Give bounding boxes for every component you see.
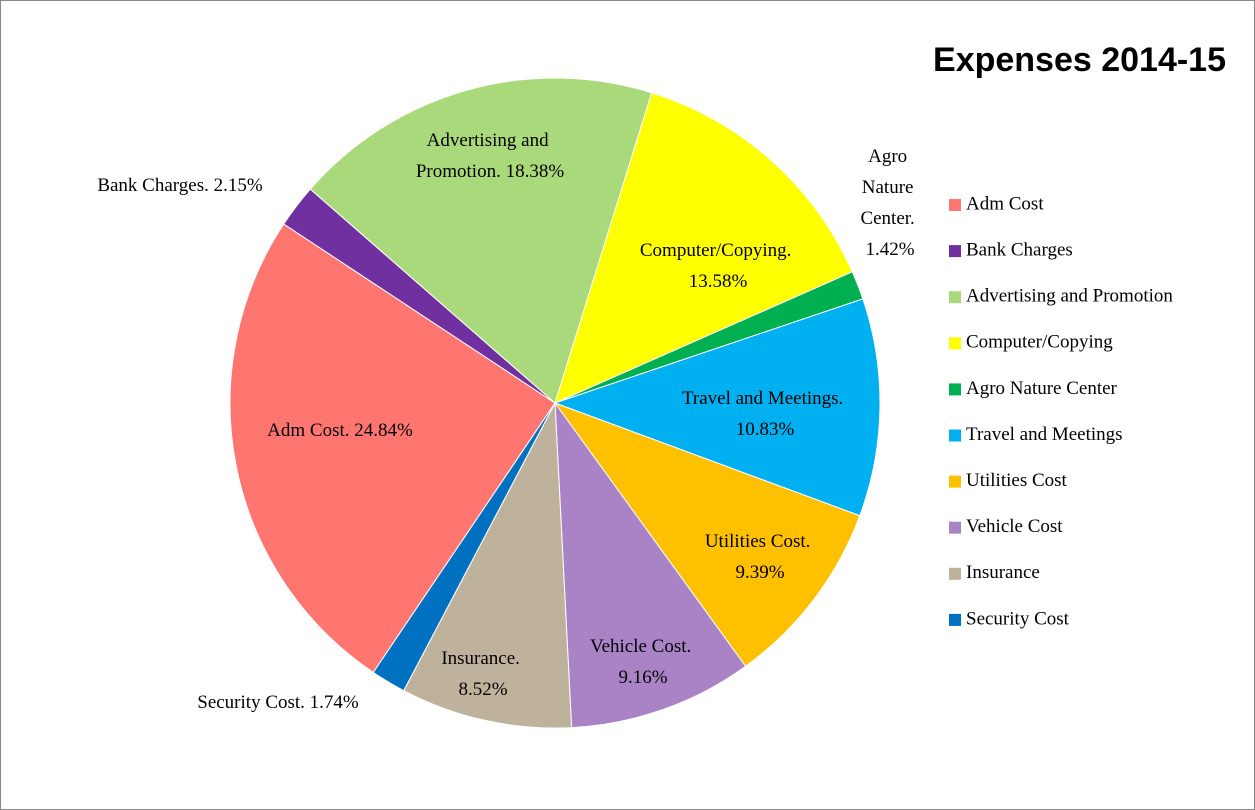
legend-swatch <box>949 383 961 396</box>
legend-swatch <box>949 337 961 350</box>
pie-slice <box>553 298 881 517</box>
data-label: Insurance. 8.52% <box>441 648 524 700</box>
legend-label: Bank Charges <box>966 239 1073 260</box>
data-label: Advertising and Promotion. 18.38% <box>416 130 564 182</box>
data-label: Security Cost. 1.74% <box>197 692 359 713</box>
legend-label: Utilities Cost <box>966 470 1068 491</box>
legend-swatch <box>949 613 961 626</box>
data-label: Adm Cost. 24.84% <box>267 420 413 441</box>
legend-label: Travel and Meetings <box>966 424 1123 445</box>
legend-label: Adm Cost <box>966 193 1044 214</box>
pie-slice <box>554 401 747 729</box>
pie-slice <box>554 92 854 404</box>
legend-label: Insurance <box>966 562 1040 583</box>
pie-slice <box>553 401 861 667</box>
legend-label: Agro Nature Center <box>966 378 1118 399</box>
legend-swatch <box>949 245 961 258</box>
pie-slice <box>229 223 556 674</box>
pie-slice <box>372 402 556 692</box>
data-label: Utilities Cost. 9.39% <box>705 531 815 583</box>
data-label: Travel and Meetings. 10.83% <box>682 388 848 440</box>
data-label: Bank Charges. 2.15% <box>97 175 263 196</box>
legend-swatch <box>949 567 961 580</box>
legend-swatch <box>949 521 961 534</box>
chart-title: Expenses 2014-15 <box>933 41 1226 79</box>
legend-swatch <box>949 429 961 442</box>
legend-label: Advertising and Promotion <box>966 286 1173 307</box>
legend-swatch <box>949 199 961 211</box>
data-label: Computer/Copying. 13.58% <box>640 240 796 292</box>
legend-label: Security Cost <box>966 608 1070 629</box>
legend-swatch <box>949 291 961 304</box>
pie-slice <box>403 401 573 729</box>
data-label: Agro Nature Center. 1.42% <box>860 146 919 260</box>
legend-swatch <box>949 475 961 488</box>
pie-slice <box>309 77 653 404</box>
data-label: Vehicle Cost. 9.16% <box>590 636 696 688</box>
legend-label: Vehicle Cost <box>966 516 1063 537</box>
legend-label: Computer/Copying <box>966 332 1113 353</box>
